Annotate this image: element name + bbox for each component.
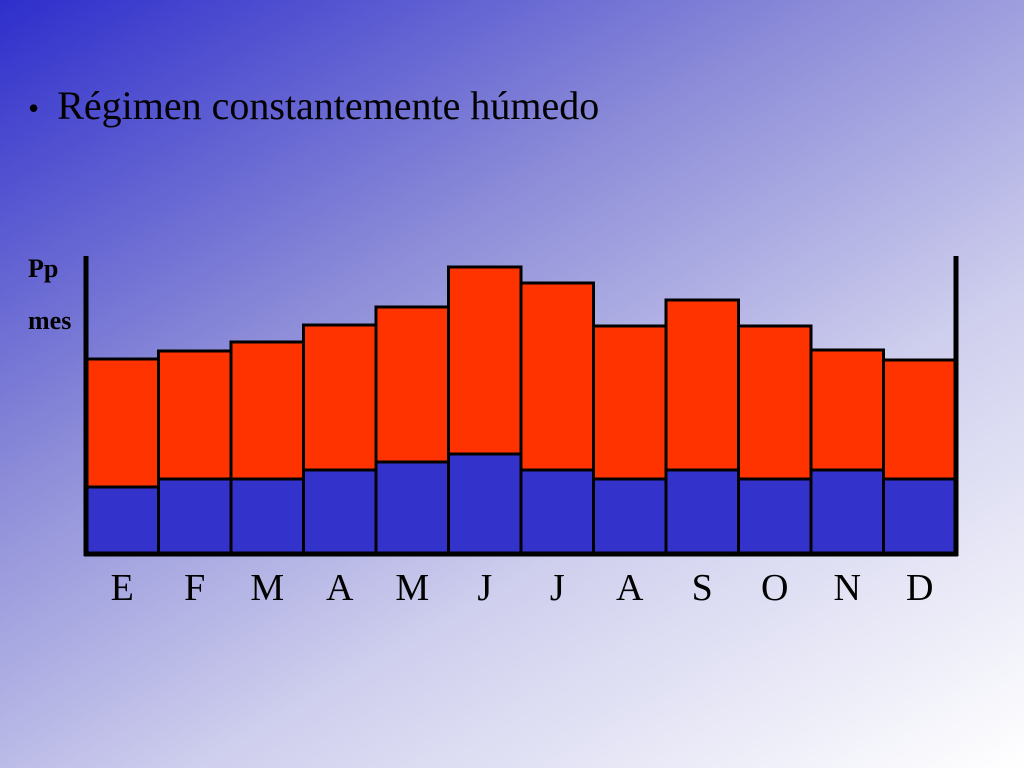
x-tick-label-5: M (395, 567, 429, 609)
bar-lower-9 (664, 468, 740, 556)
x-tick-label-10: O (761, 567, 788, 609)
x-tick-label-6: J (477, 567, 492, 609)
bar-lower-10 (737, 477, 813, 556)
y-axis-label-line-2: mes (28, 306, 72, 335)
y-axis-label-line-1: Pp (28, 254, 59, 283)
bar-lower-1 (84, 485, 160, 556)
bar-lower-12 (882, 477, 958, 556)
x-tick-label-7: J (550, 567, 565, 609)
x-tick-label-9: S (692, 567, 713, 609)
bar-lower-8 (592, 477, 668, 556)
bar-lower-2 (157, 477, 233, 556)
bar-lower-7 (519, 468, 595, 556)
bar-lower-11 (809, 468, 885, 556)
x-tick-label-12: D (906, 567, 933, 609)
x-tick-label-8: A (616, 567, 644, 609)
x-tick-label-1: E (111, 567, 134, 609)
bullet-icon: • (28, 90, 40, 126)
x-tick-label-11: N (834, 567, 861, 609)
bar-upper-8 (592, 324, 668, 481)
bar-upper-5 (374, 305, 450, 464)
bar-upper-10 (737, 324, 813, 481)
bars-group (84, 265, 958, 556)
bar-upper-1 (84, 357, 160, 489)
bar-upper-2 (157, 349, 233, 481)
bar-upper-11 (809, 348, 885, 472)
bar-lower-3 (229, 477, 305, 556)
x-tick-label-2: F (184, 567, 205, 609)
bar-upper-6 (447, 265, 523, 456)
slide-title-text: Régimen constantemente húmedo (57, 83, 600, 128)
bar-lower-5 (374, 460, 450, 556)
bar-lower-4 (302, 468, 378, 556)
slide-title: • Régimen constantemente húmedo (28, 82, 599, 129)
bar-upper-7 (519, 281, 595, 472)
bar-upper-3 (229, 340, 305, 481)
x-tick-label-3: M (250, 567, 284, 609)
bar-lower-6 (447, 452, 523, 556)
bar-upper-9 (664, 298, 740, 472)
bar-upper-12 (882, 358, 958, 481)
x-tick-label-4: A (326, 567, 354, 609)
bar-upper-4 (302, 323, 378, 472)
